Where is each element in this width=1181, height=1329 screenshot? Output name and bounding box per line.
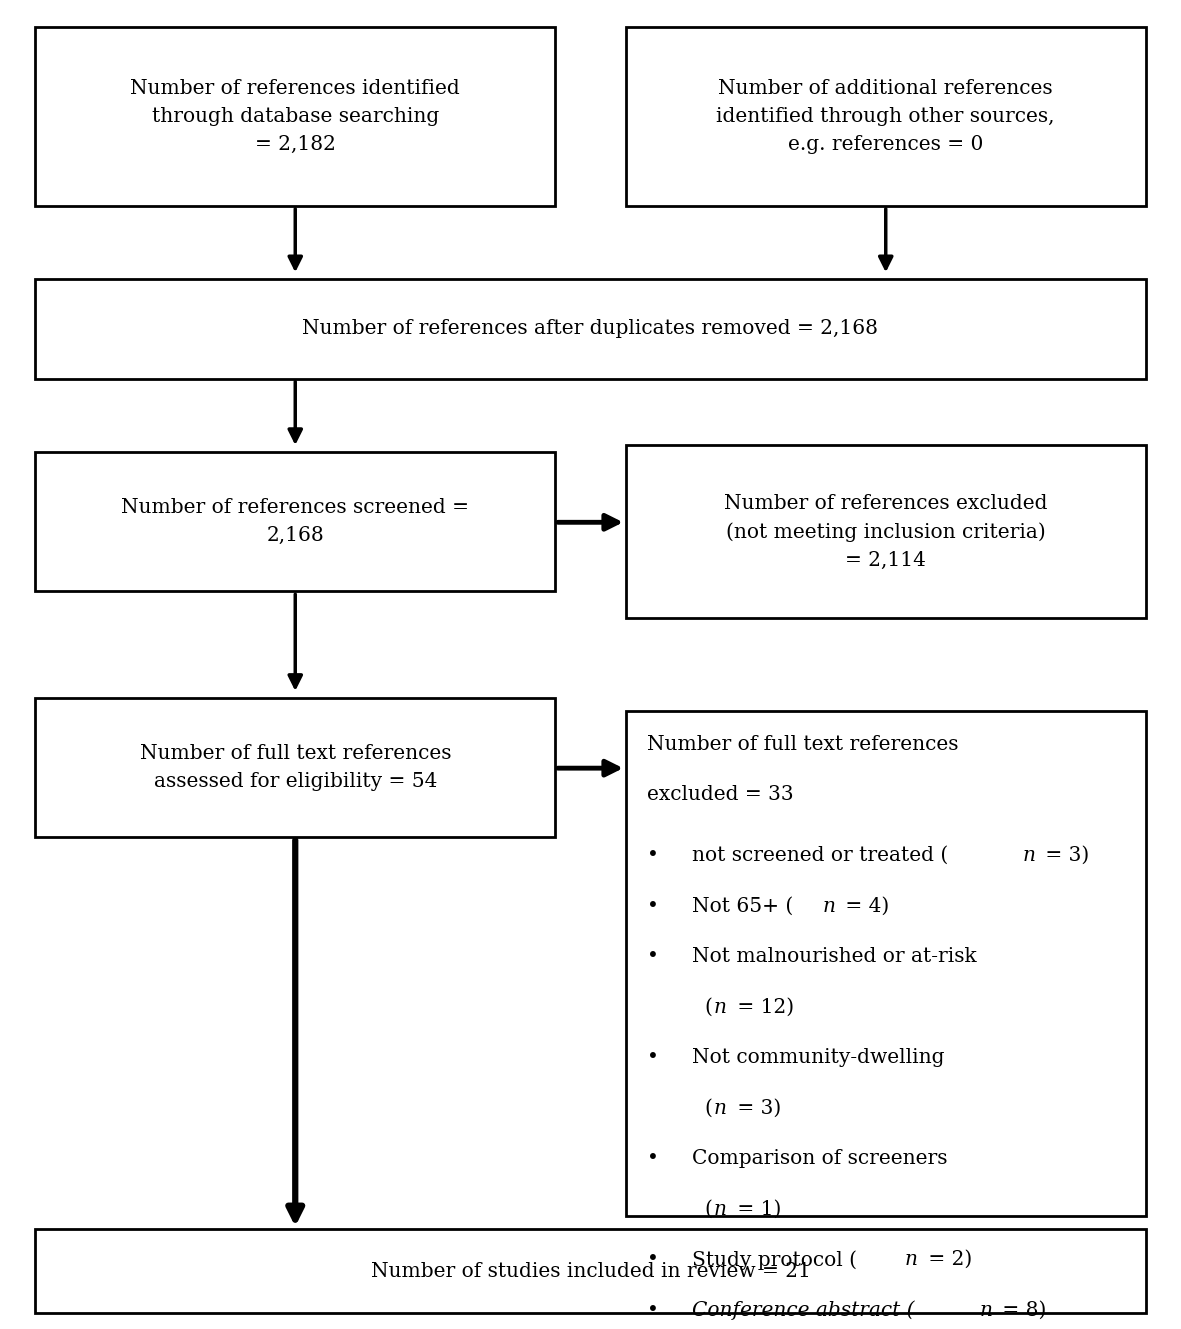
Text: •: •	[647, 1301, 659, 1320]
Text: not screened or treated (: not screened or treated (	[692, 847, 948, 865]
Text: •: •	[647, 948, 659, 966]
Text: Not community-dwelling: Not community-dwelling	[692, 1049, 945, 1067]
Text: n: n	[1023, 847, 1036, 865]
FancyBboxPatch shape	[626, 445, 1146, 618]
Text: = 1): = 1)	[731, 1200, 781, 1219]
Text: (: (	[704, 1200, 712, 1219]
Text: •: •	[647, 847, 659, 865]
FancyBboxPatch shape	[35, 698, 555, 837]
Text: •: •	[647, 1251, 659, 1269]
Text: Number of references after duplicates removed = 2,168: Number of references after duplicates re…	[302, 319, 879, 339]
Text: Number of references excluded
(not meeting inclusion criteria)
= 2,114: Number of references excluded (not meeti…	[724, 493, 1048, 570]
FancyBboxPatch shape	[35, 1229, 1146, 1313]
Text: Not 65+ (: Not 65+ (	[692, 897, 794, 916]
Text: Number of references identified
through database searching
= 2,182: Number of references identified through …	[130, 78, 461, 154]
Text: Comparison of screeners: Comparison of screeners	[692, 1150, 947, 1168]
Text: (: (	[704, 1099, 712, 1118]
Text: Number of full text references
assessed for eligibility = 54: Number of full text references assessed …	[139, 744, 451, 791]
Text: •: •	[647, 897, 659, 916]
Text: Conference abstract (: Conference abstract (	[692, 1301, 914, 1320]
Text: = 3): = 3)	[1039, 847, 1090, 865]
FancyBboxPatch shape	[35, 27, 555, 206]
Text: Number of studies included in review = 21: Number of studies included in review = 2…	[371, 1261, 810, 1281]
Text: n: n	[979, 1301, 992, 1320]
Text: n: n	[905, 1251, 918, 1269]
Text: excluded = 33: excluded = 33	[647, 785, 794, 804]
Text: n: n	[715, 998, 727, 1017]
FancyBboxPatch shape	[35, 279, 1146, 379]
Text: Number of full text references: Number of full text references	[647, 735, 959, 754]
Text: = 3): = 3)	[731, 1099, 781, 1118]
Text: Study protocol (: Study protocol (	[692, 1251, 857, 1269]
Text: = 12): = 12)	[731, 998, 794, 1017]
Text: •: •	[647, 1150, 659, 1168]
FancyBboxPatch shape	[35, 452, 555, 591]
Text: Number of additional references
identified through other sources,
e.g. reference: Number of additional references identifi…	[717, 78, 1055, 154]
Text: •: •	[647, 1049, 659, 1067]
Text: = 4): = 4)	[840, 897, 889, 916]
FancyBboxPatch shape	[626, 711, 1146, 1216]
Text: (: (	[704, 998, 712, 1017]
Text: Number of references screened =
2,168: Number of references screened = 2,168	[122, 498, 469, 545]
Text: n: n	[715, 1099, 727, 1118]
FancyBboxPatch shape	[626, 27, 1146, 206]
Text: n: n	[715, 1200, 727, 1219]
Text: = 2): = 2)	[921, 1251, 972, 1269]
Text: = 8): = 8)	[996, 1301, 1046, 1320]
Text: n: n	[823, 897, 836, 916]
Text: Not malnourished or at-risk: Not malnourished or at-risk	[692, 948, 977, 966]
